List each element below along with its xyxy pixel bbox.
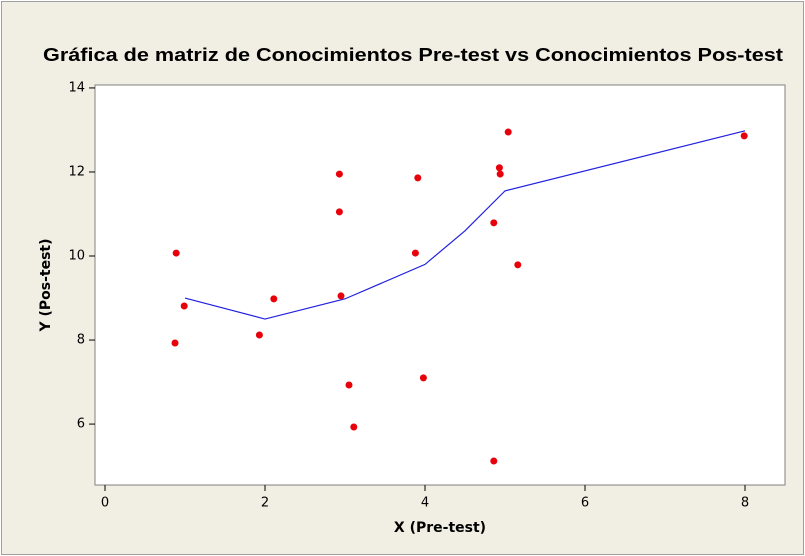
x-tick-label: 8	[741, 496, 749, 511]
x-tick-label: 0	[101, 496, 109, 511]
point	[490, 457, 498, 465]
point	[255, 331, 263, 339]
point	[270, 295, 278, 303]
point	[414, 174, 422, 182]
point	[180, 302, 188, 310]
y-axis-label: Y (Pos-test)	[38, 238, 54, 332]
chart-title: Gráfica de matriz de Conocimientos Pre-t…	[43, 45, 783, 65]
point	[350, 423, 358, 431]
point	[740, 132, 748, 140]
fit-line	[184, 130, 746, 320]
point	[496, 170, 504, 178]
y-tick-label: 6	[77, 417, 85, 432]
y-tick-label: 14	[68, 80, 85, 95]
x-tick-label: 4	[421, 496, 429, 511]
point	[411, 249, 419, 257]
point	[171, 339, 179, 347]
y-tick-label: 12	[68, 164, 85, 179]
y-tick-label: 8	[77, 333, 85, 348]
point	[504, 128, 512, 136]
point	[335, 208, 343, 216]
point	[337, 292, 345, 300]
point	[514, 261, 522, 269]
point	[335, 170, 343, 178]
plot-area	[94, 84, 786, 486]
x-tick-label: 2	[261, 496, 269, 511]
point	[490, 219, 498, 227]
point	[172, 249, 180, 257]
point	[495, 164, 503, 172]
point	[345, 381, 353, 389]
x-axis-label: X (Pre-test)	[394, 520, 486, 536]
point	[419, 374, 427, 382]
y-tick-label: 10	[68, 249, 85, 264]
x-tick-label: 6	[581, 496, 589, 511]
